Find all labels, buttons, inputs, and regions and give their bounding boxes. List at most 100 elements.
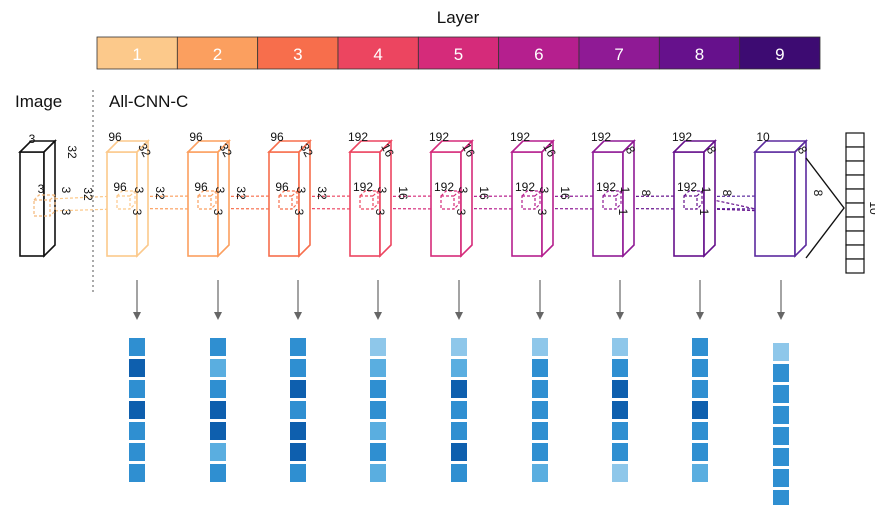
feature-arrow-head xyxy=(455,312,463,320)
feature-square xyxy=(773,448,789,466)
output-size-label: 10 xyxy=(867,201,875,215)
layer-side-label: 32 xyxy=(153,186,167,200)
image-label: Image xyxy=(15,92,62,111)
connection-line xyxy=(49,208,118,212)
layer-top-label: 32 xyxy=(216,141,235,160)
feature-square xyxy=(290,401,306,419)
feature-square xyxy=(532,380,548,398)
layer-kernel-b-label: 3 xyxy=(373,209,387,216)
layer-1-volume xyxy=(105,139,150,258)
layer-8-volume-side xyxy=(703,139,716,258)
feature-square xyxy=(210,422,226,440)
output-cell xyxy=(845,202,865,218)
layer-depth-label: 192 xyxy=(510,130,530,144)
layer-kernel-depth-label: 192 xyxy=(353,180,373,194)
layer-6-volume-side xyxy=(541,139,554,258)
layer-depth-label: 10 xyxy=(756,130,770,144)
feature-square xyxy=(370,443,386,461)
layer-7-kernel-edge xyxy=(615,190,622,197)
feature-square xyxy=(692,422,708,440)
feature-square xyxy=(451,359,467,377)
feature-square xyxy=(451,422,467,440)
feature-square xyxy=(612,422,628,440)
feature-square xyxy=(210,338,226,356)
input-kernel-c-label: 3 xyxy=(59,209,73,216)
legend-segment-2 xyxy=(176,36,259,70)
layer-kernel-b-label: 3 xyxy=(535,209,549,216)
feature-square xyxy=(692,443,708,461)
layer-2-volume-side xyxy=(217,139,230,258)
feature-square xyxy=(612,443,628,461)
feature-square xyxy=(290,422,306,440)
legend-segment-9 xyxy=(739,36,821,70)
output-vector: 10 xyxy=(805,132,875,274)
connection-line xyxy=(49,195,118,200)
feature-square xyxy=(532,401,548,419)
feature-square xyxy=(773,385,789,403)
input-top-label: 32 xyxy=(65,145,79,159)
input-kernel-depth xyxy=(33,194,56,217)
layer-4-kernel-edge xyxy=(372,190,379,197)
layer-side-label: 16 xyxy=(477,186,491,200)
feature-square xyxy=(129,380,145,398)
layer-7-volume-side xyxy=(622,139,635,258)
input-volume-side xyxy=(43,139,56,258)
feature-square xyxy=(210,359,226,377)
feature-square xyxy=(129,422,145,440)
input-kernel-b-label: 3 xyxy=(59,187,73,194)
layer-1-kernel-edge xyxy=(129,190,136,197)
layer-volumes: 3 32 32 3 3 3 96 3 3 96 32 32 96 3 3 96 32 32 96 3 3 96 32 32 19… xyxy=(18,130,825,258)
layer-7-kernel xyxy=(602,195,617,210)
layer-1-volume-front xyxy=(106,151,138,257)
feature-square xyxy=(370,380,386,398)
layer-kernel-b-label: 3 xyxy=(130,209,144,216)
feature-arrow-head xyxy=(696,312,704,320)
layer-3-kernel xyxy=(278,195,293,210)
layer-1-volume-side xyxy=(136,139,149,258)
layer-kernel-b-label: 3 xyxy=(211,209,225,216)
layer-9-volume xyxy=(753,139,808,258)
legend-segment-label: 6 xyxy=(534,45,543,64)
layer-side-label: 8 xyxy=(720,190,734,197)
feature-square xyxy=(692,401,708,419)
input-depth-label: 3 xyxy=(29,132,36,146)
feature-square xyxy=(290,359,306,377)
feature-square xyxy=(210,443,226,461)
layer-1-kernel xyxy=(116,195,131,210)
layer-kernel-depth-label: 96 xyxy=(194,180,208,194)
layer-kernel-a-label: 3 xyxy=(456,187,470,194)
feature-square xyxy=(290,380,306,398)
output-cell xyxy=(845,160,865,176)
input-volume xyxy=(18,139,57,258)
layer-depth-label: 192 xyxy=(672,130,692,144)
input-kernel-a-label: 3 xyxy=(38,182,45,196)
feature-arrow-head xyxy=(536,312,544,320)
layer-4-kernel xyxy=(359,195,374,210)
feature-square xyxy=(532,338,548,356)
layer-4-volume-front xyxy=(349,151,381,257)
layer-4-volume xyxy=(348,139,393,258)
layer-5-kernel-edge xyxy=(453,190,460,197)
feature-square xyxy=(773,406,789,424)
legend-segment-label: 9 xyxy=(775,45,784,64)
layer-top-label: 16 xyxy=(378,141,397,160)
feature-square xyxy=(612,359,628,377)
feature-square xyxy=(773,469,789,487)
feature-square xyxy=(692,380,708,398)
feature-arrow-head xyxy=(214,312,222,320)
layer-depth-label: 192 xyxy=(429,130,449,144)
feature-square xyxy=(532,422,548,440)
feature-square xyxy=(451,338,467,356)
legend-segment-label: 3 xyxy=(293,45,302,64)
layer-5-volume-side xyxy=(460,139,473,258)
layer-7-volume-front xyxy=(592,151,624,257)
output-cell xyxy=(845,132,865,148)
legend-segment-label: 5 xyxy=(454,45,463,64)
layer-color-legend: 1 2 3 4 5 6 7 8 9 xyxy=(96,36,821,70)
feature-square xyxy=(532,443,548,461)
layer-3-volume-front xyxy=(268,151,300,257)
layer-kernel-depth-label: 192 xyxy=(677,180,697,194)
layer-kernel-depth-label: 192 xyxy=(596,180,616,194)
feature-arrow-head xyxy=(616,312,624,320)
